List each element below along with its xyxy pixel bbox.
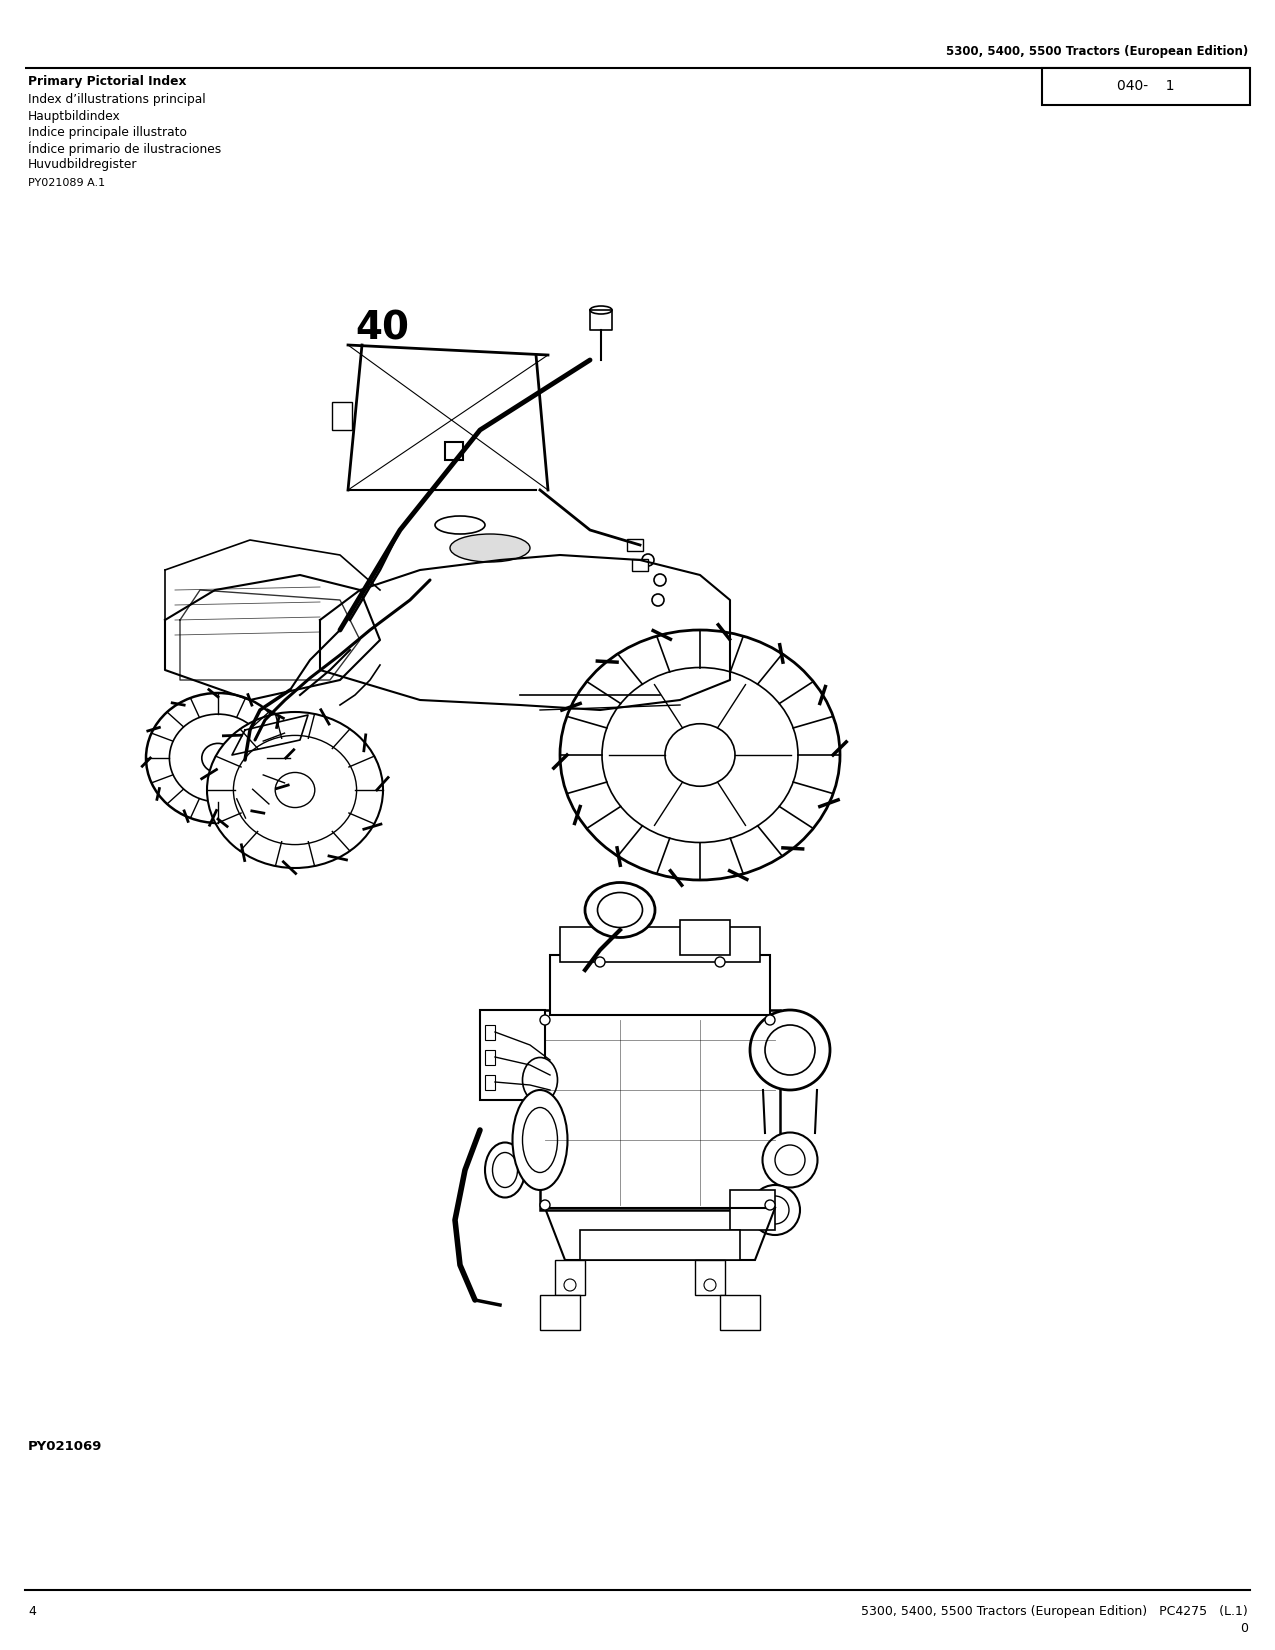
Bar [695, 1261, 725, 1295]
Text: Index d’illustrations principal: Index d’illustrations principal [28, 92, 205, 106]
Text: 40: 40 [354, 310, 409, 348]
Ellipse shape [775, 1145, 805, 1175]
Ellipse shape [560, 630, 840, 879]
Ellipse shape [590, 305, 612, 314]
Ellipse shape [750, 1010, 830, 1091]
Ellipse shape [523, 1107, 557, 1173]
Text: 040-    1: 040- 1 [1117, 79, 1174, 92]
Bar [720, 1295, 760, 1330]
Bar [479, 1010, 544, 1101]
Text: 4: 4 [28, 1605, 36, 1619]
Ellipse shape [513, 1091, 567, 1190]
Text: Huvudbildregister: Huvudbildregister [28, 158, 138, 172]
Bar [445, 442, 463, 460]
Bar [541, 1295, 580, 1330]
Bar [731, 1190, 775, 1229]
Circle shape [715, 957, 725, 967]
Bar [541, 1010, 780, 1209]
Bar [627, 540, 643, 551]
Ellipse shape [233, 736, 357, 845]
Text: Primary Pictorial Index: Primary Pictorial Index [28, 74, 186, 87]
Ellipse shape [201, 744, 235, 772]
Text: Indice principale illustrato: Indice principale illustrato [28, 125, 187, 139]
Bar [560, 927, 760, 962]
Text: 5300, 5400, 5500 Tractors (European Edition): 5300, 5400, 5500 Tractors (European Edit… [946, 45, 1248, 58]
Ellipse shape [765, 1025, 815, 1076]
Ellipse shape [207, 713, 382, 868]
Ellipse shape [762, 1132, 817, 1188]
Circle shape [765, 1200, 775, 1209]
Circle shape [765, 1015, 775, 1025]
Ellipse shape [750, 1185, 799, 1234]
Circle shape [654, 574, 666, 586]
Ellipse shape [170, 714, 266, 802]
Circle shape [704, 1279, 717, 1290]
Text: PY021069: PY021069 [28, 1440, 102, 1454]
Ellipse shape [666, 724, 734, 787]
Bar [555, 1261, 585, 1295]
Ellipse shape [602, 668, 798, 843]
Circle shape [595, 957, 606, 967]
Circle shape [652, 594, 664, 606]
Ellipse shape [492, 1152, 518, 1188]
Bar [632, 559, 648, 571]
Ellipse shape [761, 1196, 789, 1224]
Circle shape [541, 1015, 550, 1025]
Ellipse shape [435, 516, 484, 535]
Circle shape [643, 554, 654, 566]
Ellipse shape [598, 893, 643, 927]
Bar [1042, 68, 1250, 106]
Bar [550, 955, 770, 1015]
Text: PY021089 A.1: PY021089 A.1 [28, 178, 105, 188]
Ellipse shape [484, 1142, 525, 1198]
Ellipse shape [275, 772, 315, 807]
Ellipse shape [523, 1058, 557, 1102]
Circle shape [564, 1279, 576, 1290]
Text: Índice primario de ilustraciones: Índice primario de ilustraciones [28, 142, 222, 157]
Circle shape [541, 1200, 550, 1209]
Bar [580, 1229, 740, 1261]
Bar [332, 403, 352, 431]
Ellipse shape [450, 535, 530, 563]
Bar [484, 1025, 495, 1040]
Bar [484, 1076, 495, 1091]
Ellipse shape [147, 693, 289, 823]
Bar [484, 1049, 495, 1064]
Text: 5300, 5400, 5500 Tractors (European Edition)   PC4275   (L.1): 5300, 5400, 5500 Tractors (European Edit… [861, 1605, 1248, 1619]
Text: Hauptbildindex: Hauptbildindex [28, 111, 121, 124]
Ellipse shape [585, 883, 655, 937]
Text: 0: 0 [1241, 1622, 1248, 1635]
Bar [680, 921, 731, 955]
